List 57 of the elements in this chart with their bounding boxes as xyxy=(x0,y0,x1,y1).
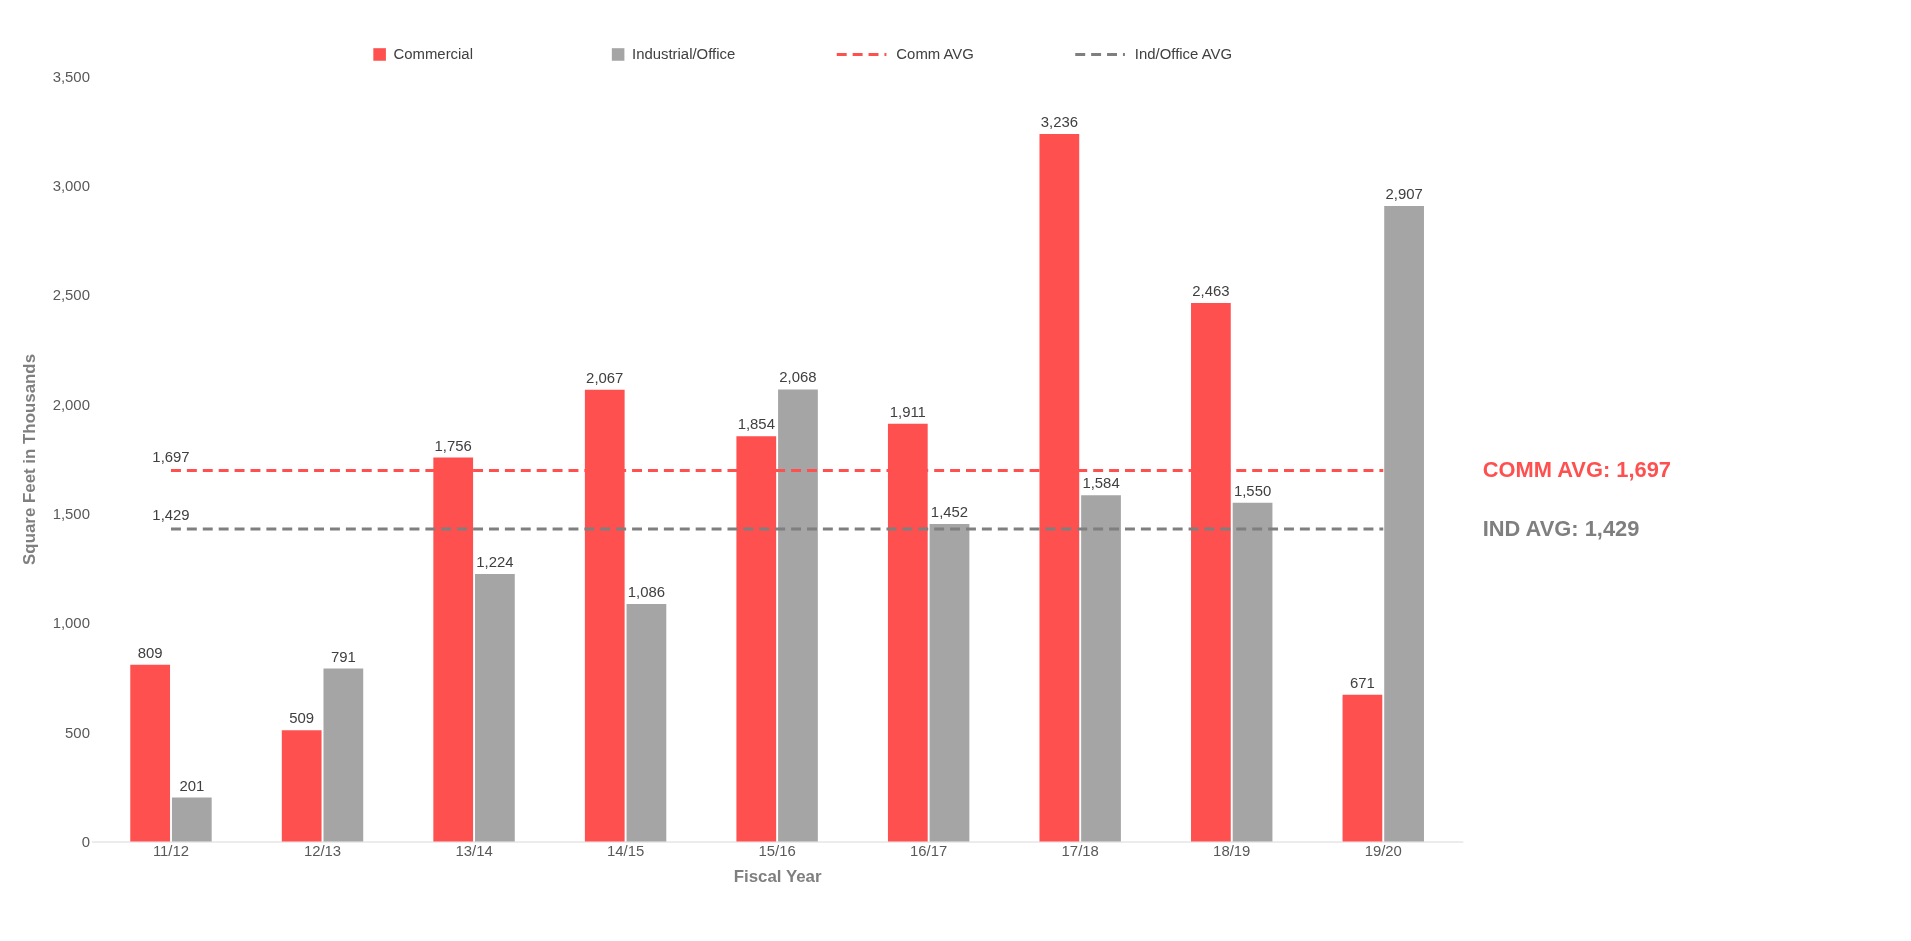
bar xyxy=(281,730,322,842)
x-tick-label: 12/13 xyxy=(303,842,342,859)
data-label: 3,236 xyxy=(1040,114,1078,131)
data-label: 1,911 xyxy=(889,403,926,420)
bar xyxy=(323,668,364,842)
x-tick-label: 11/12 xyxy=(152,842,190,859)
data-label: 809 xyxy=(137,644,163,661)
x-tick-label: 14/15 xyxy=(606,842,645,859)
y-tick-label: 3,000 xyxy=(52,178,90,195)
bar xyxy=(130,664,171,842)
y-tick-label: 2,500 xyxy=(52,287,90,304)
bar xyxy=(475,573,515,842)
bar xyxy=(1384,205,1424,842)
data-label: 1,697 xyxy=(152,448,190,465)
y-tick-label: 500 xyxy=(65,724,90,741)
x-tick-label: 18/19 xyxy=(1213,842,1251,859)
data-label: 2,907 xyxy=(1385,186,1423,203)
data-label: 671 xyxy=(1349,674,1375,691)
data-label: 2,067 xyxy=(586,369,624,386)
bar xyxy=(1232,502,1273,842)
data-label: 1,584 xyxy=(1082,475,1120,492)
y-tick-label: 1,000 xyxy=(52,615,90,632)
bar xyxy=(626,604,667,842)
data-label: 1,854 xyxy=(737,416,775,433)
data-label: 201 xyxy=(179,777,205,794)
data-label: 791 xyxy=(330,648,356,665)
data-label: 1,224 xyxy=(476,553,514,570)
data-label: 1,550 xyxy=(1233,482,1272,499)
data-label: 1,086 xyxy=(627,584,666,601)
bar xyxy=(171,797,212,842)
y-tick-label: 1,500 xyxy=(52,506,90,523)
data-label: 509 xyxy=(289,710,315,727)
y-tick-label: 3,500 xyxy=(52,68,90,85)
text: COMM AVG: 1,697 xyxy=(1482,457,1671,483)
x-tick-label: 13/14 xyxy=(455,842,493,859)
y-axis-title: Square Feet in Thousands xyxy=(19,353,39,565)
y-tick-label: 0 xyxy=(81,834,90,850)
legend-label: Commercial xyxy=(393,46,473,63)
x-axis-title: Fiscal Year xyxy=(733,866,822,886)
legend-label: Comm AVG xyxy=(896,46,974,63)
x-tick-label: 19/20 xyxy=(1364,842,1402,859)
bar xyxy=(929,524,970,842)
data-label: 1,756 xyxy=(434,437,472,454)
legend-label: Industrial/Office xyxy=(632,46,736,63)
x-tick-label: 16/17 xyxy=(910,842,948,859)
text: IND AVG: 1,429 xyxy=(1482,516,1640,542)
data-label: 2,463 xyxy=(1192,283,1230,300)
data-label: 1,452 xyxy=(930,504,969,521)
x-tick-label: 17/18 xyxy=(1061,842,1099,859)
bar xyxy=(778,389,818,842)
data-label: 2,068 xyxy=(779,369,817,386)
legend-label: Ind/Office AVG xyxy=(1134,46,1232,63)
bar xyxy=(1081,495,1121,842)
data-label: 1,429 xyxy=(152,507,190,524)
x-tick-label: 15/16 xyxy=(758,842,796,859)
bar xyxy=(1342,694,1383,842)
y-tick-label: 2,000 xyxy=(52,396,90,413)
